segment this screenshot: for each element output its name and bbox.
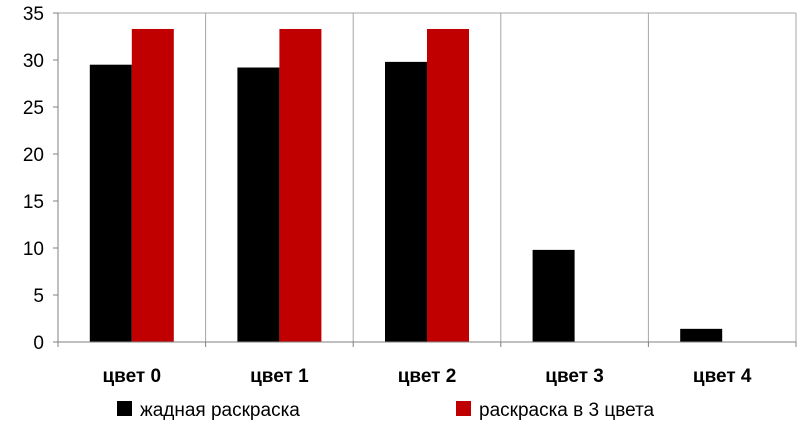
y-tick-label: 25 bbox=[23, 98, 44, 119]
x-category-label: цвет 0 bbox=[103, 366, 162, 387]
axes bbox=[53, 12, 797, 347]
y-tick-label: 20 bbox=[23, 145, 44, 166]
y-tick-label: 0 bbox=[33, 333, 44, 354]
bar-series-0-category-3 bbox=[532, 249, 575, 342]
y-tick-label: 30 bbox=[23, 51, 44, 72]
bar-series-1-category-0 bbox=[131, 28, 174, 342]
y-tick-label: 10 bbox=[23, 239, 44, 260]
bar-series-0-category-1 bbox=[237, 67, 280, 343]
bar-series-0-category-2 bbox=[385, 61, 427, 342]
y-axis-tick-labels: 0 5 10 15 20 25 30 35 bbox=[23, 4, 44, 354]
x-category-label: цвет 1 bbox=[250, 366, 309, 387]
legend-label-series-0: жадная раскраска bbox=[140, 400, 300, 421]
x-category-label: цвет 4 bbox=[693, 366, 752, 387]
x-axis-category-labels: цвет 0 цвет 1 цвет 2 цвет 3 цвет 4 bbox=[103, 366, 752, 387]
bar-series-1-category-2 bbox=[427, 28, 469, 342]
y-tick-label: 15 bbox=[23, 192, 44, 213]
legend-label-series-1: раскраска в 3 цвета bbox=[479, 400, 655, 421]
legend: жадная раскраска раскраска в 3 цвета bbox=[117, 400, 655, 421]
legend-swatch-series-0 bbox=[117, 401, 132, 416]
x-category-label: цвет 3 bbox=[545, 366, 604, 387]
legend-swatch-series-1 bbox=[456, 401, 471, 416]
bar-series-1-category-1 bbox=[279, 28, 322, 342]
bar-series-0-category-4 bbox=[680, 328, 723, 342]
x-category-label: цвет 2 bbox=[398, 366, 457, 387]
y-tick-label: 5 bbox=[33, 286, 44, 307]
grid-lines bbox=[58, 12, 797, 342]
bar-series-0-category-0 bbox=[89, 64, 132, 342]
y-tick-label: 35 bbox=[23, 4, 44, 25]
bars bbox=[89, 28, 723, 343]
